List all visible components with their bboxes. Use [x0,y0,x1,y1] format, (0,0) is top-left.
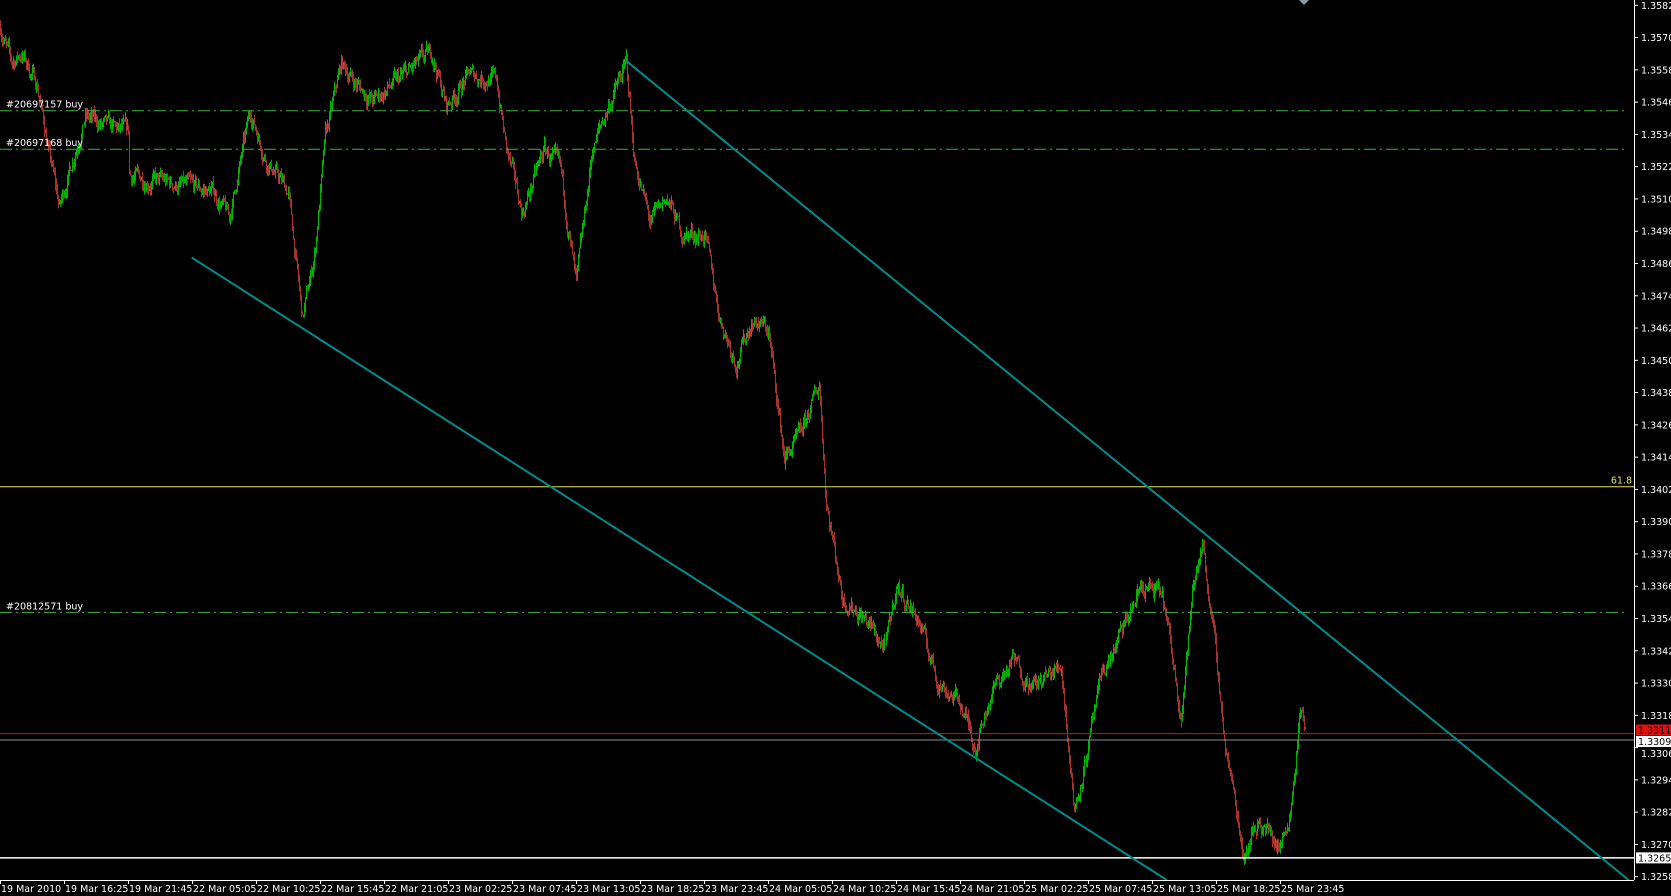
price-tick-label: 1.35465 [1641,98,1671,109]
ask-price-tag-box [1636,724,1671,736]
price-tick-label: 1.34745 [1641,291,1671,302]
time-tick-label: 25 Mar 23:45 [1281,884,1344,895]
time-tick-label: 24 Mar 05:05 [769,884,832,895]
time-axis: 19 Mar 2010 19 Mar 16:25 19 Mar 21:45 22 Ma… [0,880,1634,895]
shift-marker-triangle-down-icon[interactable] [1299,0,1309,5]
time-tick-label: 23 Mar 07:45 [513,884,576,895]
price-axis: 1.35825 1.35705 1.35585 1.35465 1.35345 1.352… [1634,0,1671,883]
price-tick-label: 1.35705 [1641,33,1671,44]
price-tick-label: 1.32825 [1641,808,1671,819]
price-tick-label: 1.33425 [1641,646,1671,657]
price-tick-label: 1.35825 [1641,1,1671,12]
price-tick-label: 1.34265 [1641,420,1671,431]
time-tick-label: 19 Mar 2010 [1,884,61,895]
time-tick-label: 25 Mar 13:05 [1153,884,1216,895]
time-tick-label: 24 Mar 21:05 [961,884,1024,895]
level-price-tag-box [1636,852,1671,864]
price-tick-label: 1.35225 [1641,162,1671,173]
time-tick-label: 22 Mar 15:45 [321,884,384,895]
price-tick-label: 1.34145 [1641,453,1671,464]
price-tick-label: 1.34985 [1641,227,1671,238]
time-tick-label: 25 Mar 18:25 [1217,884,1280,895]
time-tick-label: 22 Mar 10:25 [257,884,320,895]
time-tick-label: 23 Mar 02:25 [449,884,512,895]
levels: 61.8 #20697157 buy #20697168 buy #20812571 … [0,59,1634,881]
candles [0,20,1306,866]
price-tick-label: 1.32945 [1641,775,1671,786]
order-line-label: #20812571 buy [6,601,83,612]
price-tags: 1.331171.33097 1.32655 [1636,724,1671,864]
time-tick-label: 23 Mar 23:45 [705,884,768,895]
price-tick-label: 1.34505 [1641,356,1671,367]
time-tick-label: 25 Mar 02:25 [1025,884,1088,895]
price-tick-label: 1.35345 [1641,130,1671,141]
price-tick-label: 1.34625 [1641,324,1671,335]
price-tick-label: 1.33065 [1641,749,1671,760]
time-tick-label: 22 Mar 21:05 [385,884,448,895]
time-tick-label: 24 Mar 15:45 [897,884,960,895]
ask-price-tag-label: 1.33117 [1638,725,1671,736]
price-tick-label: 1.33185 [1641,711,1671,722]
time-tick-label: 22 Mar 05:05 [193,884,256,895]
price-tick-label: 1.33785 [1641,549,1671,560]
price-tick-label: 1.33545 [1641,614,1671,625]
time-tick-label: 19 Mar 21:45 [129,884,192,895]
time-tick-label: 23 Mar 13:05 [577,884,640,895]
price-tick-label: 1.35105 [1641,194,1671,205]
price-tick-label: 1.33905 [1641,517,1671,528]
price-tick-label: 1.32705 [1641,840,1671,851]
time-tick-label: 24 Mar 10:25 [833,884,896,895]
time-tick-label: 19 Mar 16:25 [65,884,128,895]
fibo-level-label: 61.8 [1611,476,1632,487]
order-line-label: #20697168 buy [6,138,83,149]
bid-price-tag-box [1636,735,1671,747]
level-price-tag-label: 1.32655 [1638,853,1671,864]
price-tick-label: 1.33665 [1641,582,1671,593]
bid-price-tag-label: 1.33097 [1638,737,1671,748]
channel-trendline [191,256,1168,881]
price-tick-label: 1.32585 [1641,872,1671,883]
order-line-label: #20697157 buy [6,100,83,111]
price-tick-label: 1.34865 [1641,259,1671,270]
price-tick-label: 1.35585 [1641,65,1671,76]
price-tick-label: 1.34385 [1641,388,1671,399]
price-tick-label: 1.33305 [1641,679,1671,690]
price-tick-label: 1.34025 [1641,485,1671,496]
channel-trendline [625,59,1630,881]
time-tick-label: 25 Mar 07:45 [1089,884,1152,895]
time-tick-label: 23 Mar 18:25 [641,884,704,895]
